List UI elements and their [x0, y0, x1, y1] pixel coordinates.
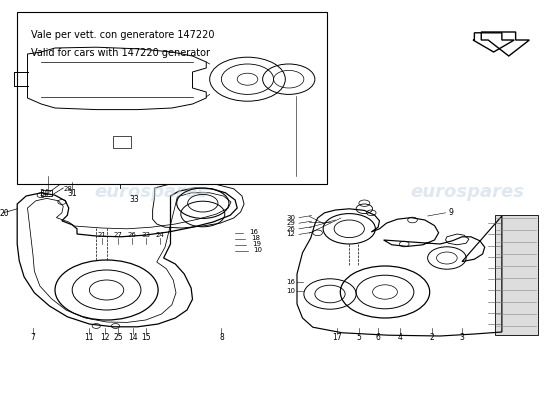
Text: 20: 20	[0, 210, 10, 218]
Text: 9: 9	[448, 208, 453, 217]
Text: eurospares: eurospares	[410, 183, 525, 201]
Text: 25: 25	[113, 333, 123, 342]
Text: 4: 4	[398, 333, 403, 342]
Text: eurospares: eurospares	[94, 183, 208, 201]
Text: -22: -22	[53, 178, 64, 184]
Bar	[495, 215, 538, 335]
Text: 12: 12	[286, 231, 295, 238]
Text: 5: 5	[356, 333, 361, 342]
Text: 31: 31	[67, 190, 77, 198]
Text: 6: 6	[376, 333, 381, 342]
Text: 19: 19	[252, 241, 261, 247]
Text: 33: 33	[129, 196, 139, 204]
Text: 11: 11	[85, 333, 94, 342]
Text: 33: 33	[141, 232, 150, 238]
Text: 24: 24	[155, 232, 164, 238]
Text: 18: 18	[251, 235, 260, 241]
Text: 28: 28	[63, 186, 72, 192]
Text: 26: 26	[128, 232, 136, 238]
Text: 10: 10	[254, 247, 263, 253]
Text: 17: 17	[332, 333, 342, 342]
Text: 15: 15	[141, 333, 151, 342]
Text: 14: 14	[129, 333, 138, 342]
Text: Valid for cars with 147220 generator: Valid for cars with 147220 generator	[31, 48, 210, 58]
Text: 10: 10	[287, 288, 296, 294]
Text: 16: 16	[250, 229, 258, 235]
Text: 27: 27	[114, 232, 123, 238]
Text: 30: 30	[286, 214, 295, 221]
Text: 12: 12	[100, 333, 109, 342]
Text: 26: 26	[286, 226, 295, 232]
Text: 34: 34	[40, 190, 49, 198]
Text: 8: 8	[219, 333, 224, 342]
Text: 16: 16	[287, 279, 296, 285]
Text: Vale per vett. con generatore 147220: Vale per vett. con generatore 147220	[31, 30, 215, 40]
Text: 32: 32	[280, 172, 290, 180]
Text: 29: 29	[286, 220, 295, 226]
Text: 7: 7	[31, 333, 35, 342]
Text: 21: 21	[97, 232, 106, 238]
FancyBboxPatch shape	[17, 12, 327, 184]
Text: 2: 2	[430, 333, 434, 342]
Text: 3: 3	[460, 333, 464, 342]
